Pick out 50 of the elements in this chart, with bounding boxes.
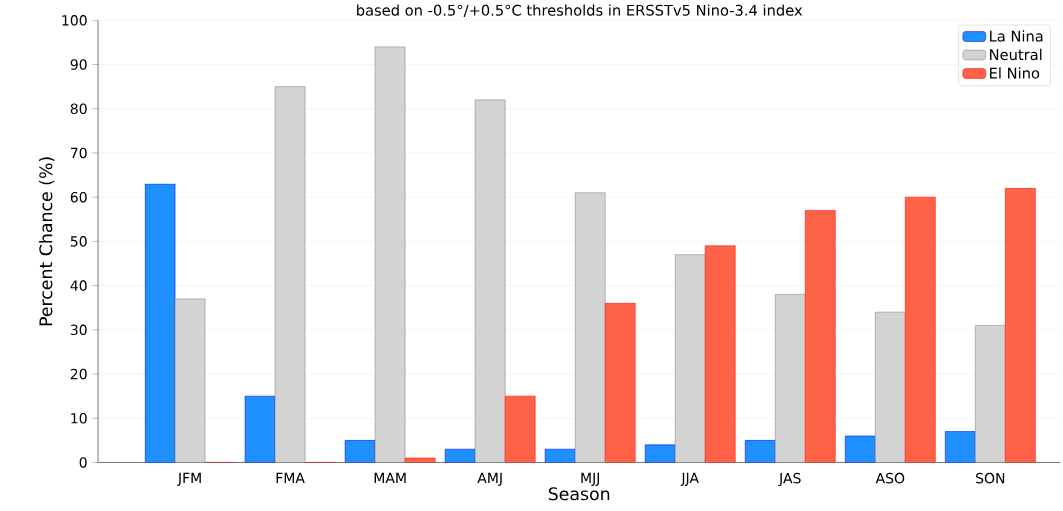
y-tick-label: 50 (70, 235, 87, 247)
bar (945, 431, 976, 463)
bar (604, 302, 636, 463)
x-tick-label: JAS (778, 472, 801, 486)
y-tick-label: 70 (70, 147, 87, 159)
y-tick-label: 60 (70, 191, 87, 203)
y-tick-label: 100 (62, 14, 87, 26)
legend-label: Neutral (990, 48, 1042, 60)
bar (875, 311, 906, 463)
bar (274, 86, 306, 463)
bar (374, 46, 406, 463)
x-tick-label: MJJ (581, 472, 599, 486)
x-tick-label: JJA (680, 472, 699, 486)
y-tick-label: 30 (70, 324, 87, 335)
y-tick-label: 10 (71, 412, 87, 424)
bar (474, 99, 506, 463)
bar (804, 209, 836, 463)
x-tick-label: JFM (177, 472, 201, 486)
bar (1005, 187, 1036, 463)
bar (744, 439, 776, 463)
y-tick-label: 80 (70, 103, 87, 114)
y-tick-label: 40 (70, 280, 87, 291)
bar (975, 324, 1006, 463)
bar (444, 448, 476, 463)
bar (544, 448, 576, 463)
y-tick-label: 90 (70, 59, 87, 70)
chart-title: based on -0.5°/+0.5°C thresholds in ERSSTv5 Nino-3.4 index (357, 4, 803, 17)
x-tick-label: FMA (276, 472, 305, 483)
bar (504, 395, 536, 463)
bar (344, 439, 376, 463)
bar (244, 395, 276, 463)
bar (144, 183, 176, 463)
bar (574, 192, 606, 463)
bar (174, 298, 206, 463)
x-tick-label: ASO (875, 472, 905, 484)
x-tick-label: MAM (374, 472, 406, 483)
y-tick-label: 0 (79, 456, 87, 468)
bar (905, 196, 936, 463)
y-axis-title: Percent Chance (%) (38, 157, 55, 326)
legend-label: El Nino (990, 67, 1040, 79)
bar (845, 435, 876, 463)
x-tick-label: SON (976, 472, 1005, 484)
bar (674, 254, 706, 463)
bar (704, 245, 736, 463)
legend-label: La Nina (990, 30, 1043, 42)
x-axis-title: Season (548, 487, 610, 501)
y-tick-label: 20 (70, 368, 87, 380)
x-tick-label: AMJ (477, 472, 502, 486)
bar (644, 444, 676, 463)
bar (774, 293, 806, 463)
